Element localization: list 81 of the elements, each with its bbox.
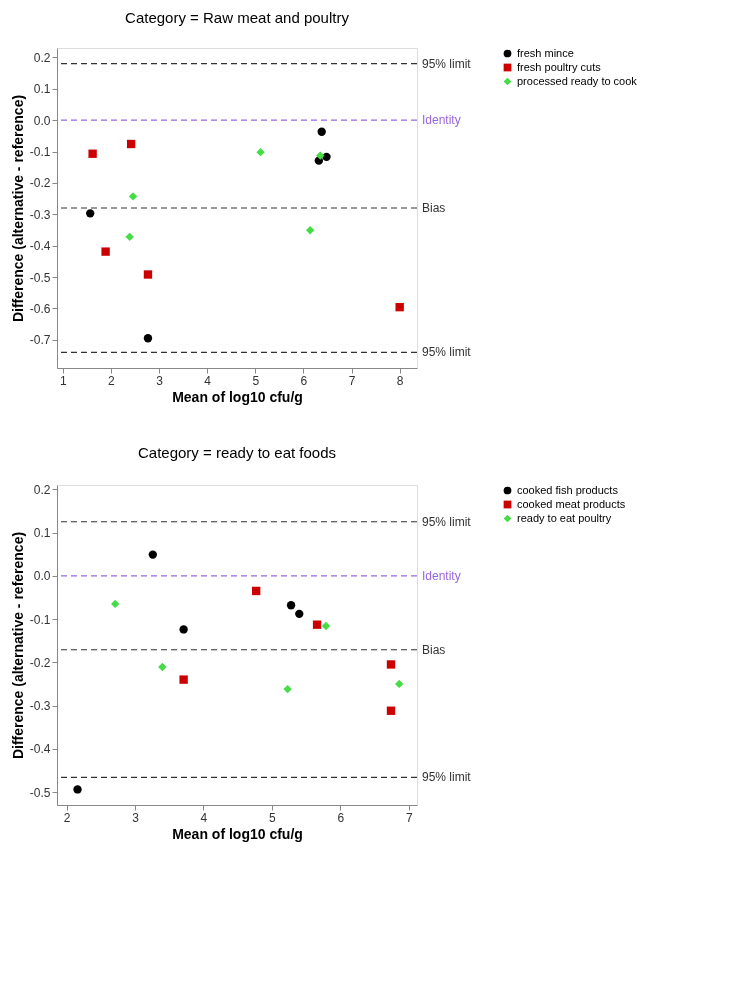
- point: [322, 152, 331, 162]
- x-tick-label: 3: [156, 373, 164, 388]
- ref-line-label: 95% limit: [422, 56, 472, 71]
- x-tick-label: 8: [396, 373, 404, 388]
- x-tick-label: 7: [348, 373, 356, 388]
- point: [386, 660, 396, 669]
- point: [286, 601, 296, 610]
- point: [126, 139, 136, 149]
- y-tick-label: 0.2: [33, 482, 51, 497]
- y-tick-label: 0.0: [33, 569, 51, 584]
- x-tick-label: 1: [59, 373, 67, 388]
- y-tick-label: -0.6: [29, 301, 51, 316]
- legend-label: processed ready to cook: [517, 74, 638, 87]
- y-tick-label: -0.2: [29, 176, 51, 191]
- y-axis-title: Difference (alternative - reference): [9, 531, 26, 760]
- point: [386, 706, 396, 715]
- y-tick-label: 0.1: [33, 82, 51, 97]
- y-tick-label: -0.3: [29, 207, 51, 222]
- y-tick-label: -0.4: [29, 742, 51, 757]
- y-axis-title: Difference (alternative - reference): [9, 94, 26, 323]
- x-tick-label: 2: [108, 373, 116, 388]
- point: [158, 662, 167, 672]
- point: [256, 147, 265, 157]
- legend-label: cooked meat products: [517, 497, 626, 510]
- y-tick-label: -0.5: [29, 270, 51, 285]
- y-tick-label: 0.1: [33, 526, 51, 541]
- x-tick-label: 5: [269, 810, 277, 825]
- point: [283, 684, 292, 694]
- y-tick-label: -0.7: [29, 333, 51, 348]
- legend-label: fresh mince: [517, 46, 574, 59]
- y-tick-label: -0.3: [29, 699, 51, 714]
- point: [395, 679, 404, 689]
- chart-title: Category = ready to eat foods: [137, 444, 337, 462]
- y-tick-label: -0.5: [29, 785, 51, 800]
- y-tick-label: -0.1: [29, 612, 51, 627]
- ref-line-label: Identity: [422, 113, 461, 128]
- legend-label: ready to eat poultry: [517, 511, 612, 524]
- y-tick-label: -0.1: [29, 145, 51, 160]
- point: [148, 550, 157, 559]
- legend-label: cooked fish products: [517, 483, 619, 496]
- y-tick-label: 0.0: [33, 113, 51, 128]
- x-tick-label: 4: [204, 373, 212, 388]
- point: [321, 621, 331, 631]
- point: [317, 127, 326, 136]
- y-tick-label: -0.2: [29, 655, 51, 670]
- point: [143, 270, 153, 279]
- chart-title: Category = Raw meat and poultry: [125, 9, 350, 26]
- point: [251, 586, 261, 596]
- point: [125, 232, 134, 242]
- legend-label: fresh poultry cuts: [517, 60, 602, 73]
- point: [143, 334, 153, 343]
- x-axis-title: Mean of log10 cfu/g: [172, 825, 303, 842]
- point: [305, 226, 315, 235]
- x-tick-label: 6: [300, 373, 308, 388]
- y-tick-label: 0.2: [33, 50, 51, 65]
- point: [395, 302, 404, 312]
- x-axis-title: Mean of log10 cfu/g: [172, 388, 303, 405]
- point: [312, 620, 322, 629]
- ref-line-label: Bias: [422, 642, 446, 657]
- ref-line-label: Bias: [422, 201, 446, 215]
- point: [86, 209, 95, 218]
- ref-line-label: Identity: [422, 568, 461, 583]
- point: [110, 599, 120, 609]
- x-tick-label: 7: [405, 810, 413, 825]
- point: [101, 247, 110, 256]
- point: [316, 151, 325, 160]
- y-tick-label: -0.4: [29, 239, 51, 254]
- point: [295, 609, 304, 619]
- point: [73, 785, 82, 794]
- x-tick-label: 6: [337, 810, 345, 825]
- point: [179, 625, 188, 634]
- x-tick-label: 3: [132, 810, 140, 825]
- point: [179, 675, 188, 684]
- point: [128, 192, 138, 201]
- point: [88, 149, 97, 158]
- ref-line-label: 95% limit: [422, 345, 472, 360]
- x-tick-label: 5: [252, 373, 260, 388]
- x-tick-label: 4: [200, 810, 208, 825]
- ref-line-label: 95% limit: [422, 770, 472, 785]
- ref-line-label: 95% limit: [422, 514, 472, 529]
- x-tick-label: 2: [63, 810, 71, 825]
